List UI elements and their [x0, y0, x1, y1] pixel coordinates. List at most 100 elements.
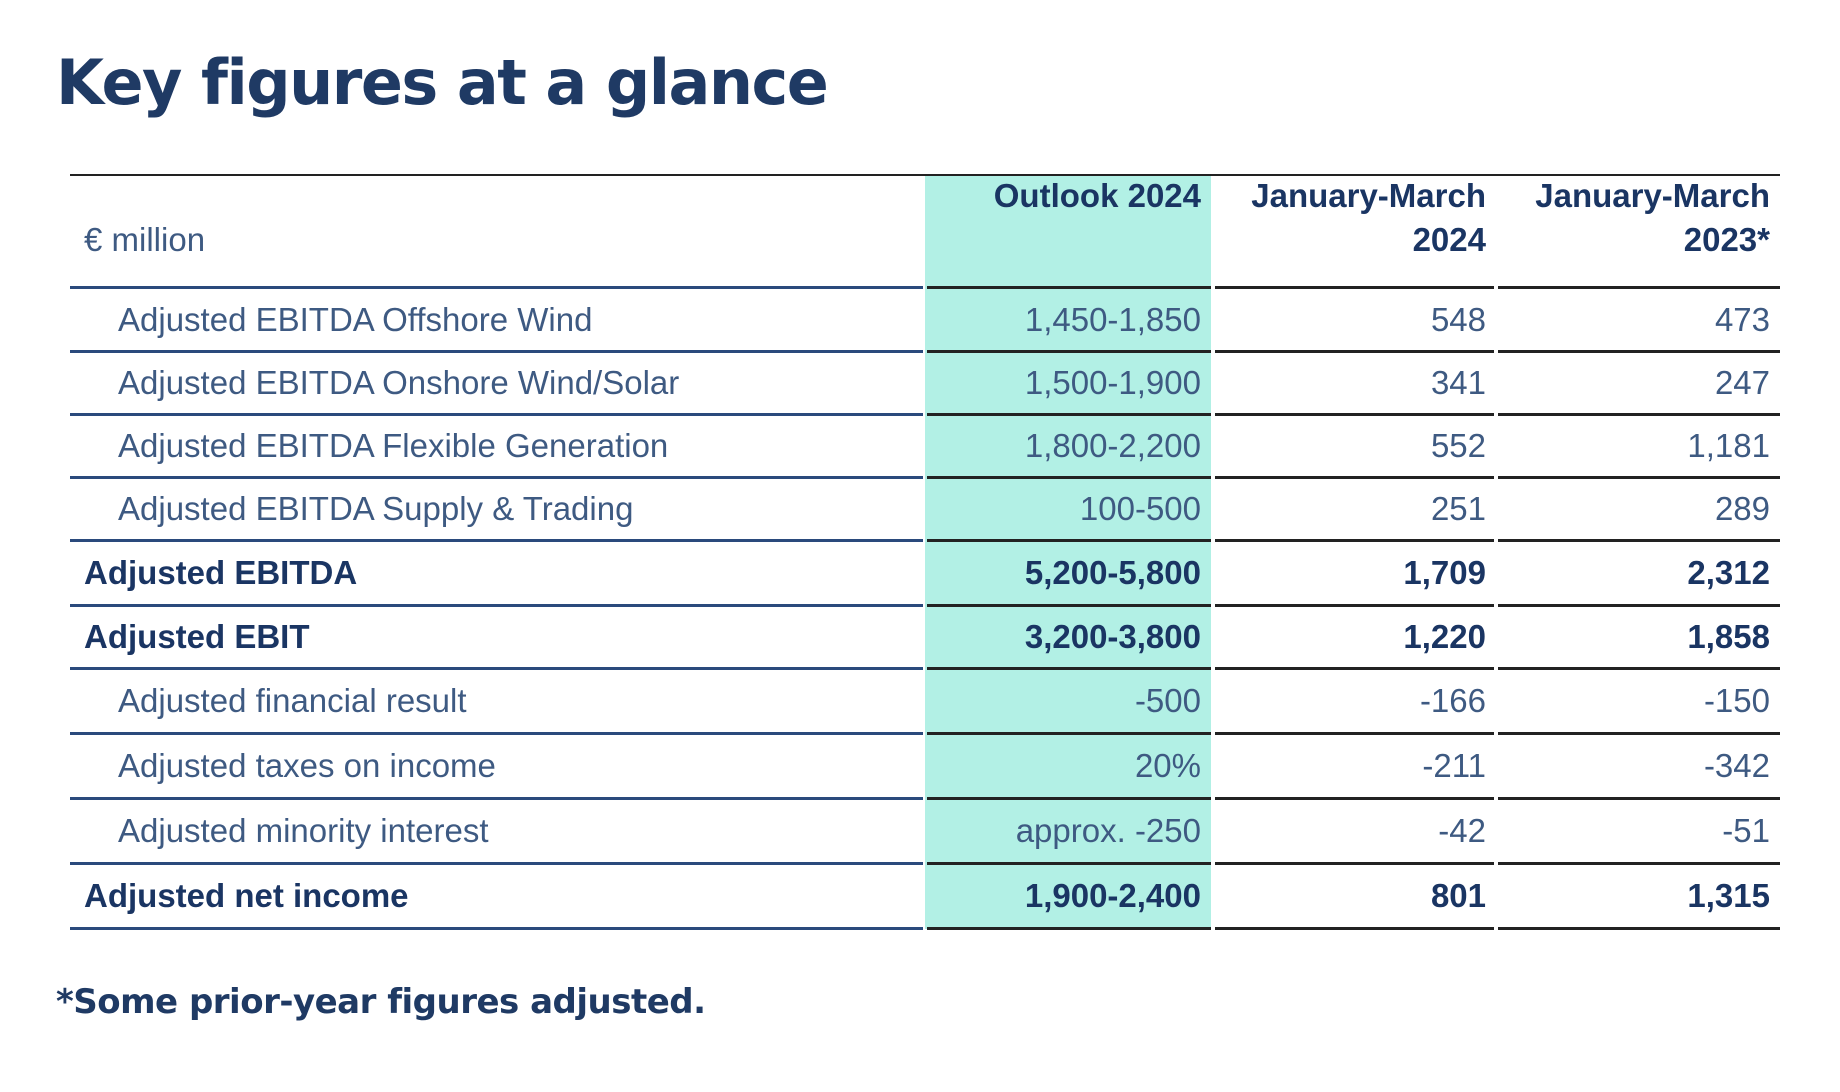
rule-segment [927, 927, 1211, 930]
table-row: Adjusted EBITDA Offshore Wind 1,450-1,850… [70, 288, 1780, 351]
row-label: Adjusted EBITDA [84, 553, 358, 591]
rule-segment [927, 350, 1211, 353]
outlook-column-highlight [925, 176, 1211, 929]
row-label: Adjusted EBITDA Supply & Trading [118, 489, 634, 527]
jan-mar-2024-value: 1,220 [1403, 617, 1486, 655]
row-divider [70, 476, 1780, 479]
row-label: Adjusted EBITDA Flexible Generation [118, 426, 669, 464]
outlook-2024-value: 100-500 [1079, 489, 1201, 527]
row-divider [70, 797, 1780, 800]
jan-mar-2023-value: 1,858 [1687, 617, 1770, 655]
rule-segment [70, 797, 923, 800]
table-header-row: € million Outlook 2024 January-March 202… [70, 174, 1780, 286]
rule-segment [1498, 667, 1780, 670]
rule-segment [70, 413, 923, 416]
outlook-2024-value: approx. -250 [1015, 811, 1201, 849]
table-row: Adjusted EBIT 3,200-3,800 1,220 1,858 [70, 605, 1780, 668]
outlook-2024-value: 1,450-1,850 [1024, 300, 1201, 338]
rule-segment [927, 286, 1211, 289]
jan-mar-2023-value: -51 [1722, 811, 1770, 849]
row-divider [70, 862, 1780, 865]
header-jan-mar-2024: January-March 2024 [1251, 177, 1486, 258]
table-row: Adjusted net income 1,900-2,400 801 1,315 [70, 863, 1780, 928]
rule-segment [1498, 862, 1780, 865]
jan-mar-2023-value: 1,315 [1687, 876, 1770, 914]
table-row: Adjusted taxes on income 20% -211 -342 [70, 733, 1780, 798]
rule-segment [1498, 604, 1780, 607]
rule-segment [927, 539, 1211, 542]
rule-segment [70, 350, 923, 353]
table-row: Adjusted EBITDA Supply & Trading 100-500 2… [70, 477, 1780, 540]
row-label: Adjusted minority interest [118, 811, 489, 849]
rule-segment [70, 667, 923, 670]
rule-segment [1498, 413, 1780, 416]
table-row: Adjusted EBITDA Flexible Generation 1,800… [70, 414, 1780, 477]
outlook-2024-value: 1,800-2,200 [1024, 426, 1201, 464]
rule-segment [1215, 927, 1494, 930]
table-bottom-rule [70, 927, 1780, 930]
rule-segment [70, 862, 923, 865]
row-label: Adjusted EBITDA Onshore Wind/Solar [118, 363, 680, 401]
rule-segment [927, 732, 1211, 735]
rule-segment [70, 732, 923, 735]
rule-segment [1498, 927, 1780, 930]
outlook-2024-value: 1,900-2,400 [1024, 876, 1201, 914]
rule-segment [927, 604, 1211, 607]
footnote: *Some prior-year figures adjusted. [56, 982, 706, 1022]
row-label: Adjusted EBITDA Offshore Wind [118, 300, 593, 338]
unit-label: € million [84, 221, 206, 258]
rule-segment [927, 797, 1211, 800]
jan-mar-2024-value: 801 [1430, 876, 1486, 914]
row-label: Adjusted net income [84, 876, 409, 914]
rule-segment [927, 413, 1211, 416]
outlook-2024-value: 5,200-5,800 [1024, 553, 1201, 591]
rule-segment [1215, 539, 1494, 542]
jan-mar-2023-value: -150 [1703, 681, 1770, 719]
rule-segment [1215, 286, 1494, 289]
outlook-2024-value: 1,500-1,900 [1024, 363, 1201, 401]
table-row: Adjusted minority interest approx. -250 -4… [70, 798, 1780, 863]
table-row: Adjusted EBITDA Onshore Wind/Solar 1,500-… [70, 351, 1780, 414]
outlook-2024-value: 20% [1134, 746, 1201, 784]
rule-segment [927, 667, 1211, 670]
jan-mar-2024-value: -211 [1422, 746, 1486, 784]
rule-segment [70, 927, 923, 930]
table-row: Adjusted financial result -500 -166 -150 [70, 668, 1780, 733]
jan-mar-2023-value: 247 [1714, 363, 1770, 401]
rule-segment [1215, 862, 1494, 865]
rule-segment [1498, 476, 1780, 479]
header-jan-mar-2023: January-March 2023* [1535, 177, 1770, 258]
row-divider [70, 667, 1780, 670]
rule-segment [1498, 286, 1780, 289]
header-outlook-2024: Outlook 2024 [993, 177, 1201, 214]
row-label: Adjusted financial result [118, 681, 467, 719]
jan-mar-2023-value: 473 [1714, 300, 1770, 338]
rule-segment [1215, 732, 1494, 735]
outlook-2024-value: -500 [1134, 681, 1201, 719]
rule-segment [1498, 797, 1780, 800]
rule-segment [1215, 413, 1494, 416]
jan-mar-2023-value: 1,181 [1687, 426, 1770, 464]
row-divider [70, 604, 1780, 607]
table-top-rule [70, 174, 1780, 176]
rule-segment [70, 539, 923, 542]
jan-mar-2024-value: 548 [1430, 300, 1486, 338]
rule-segment [1215, 604, 1494, 607]
jan-mar-2024-value: 341 [1430, 363, 1486, 401]
row-divider [70, 732, 1780, 735]
rule-segment [1215, 476, 1494, 479]
header-bottom-rule [70, 286, 1780, 289]
rule-segment [70, 604, 923, 607]
rule-segment [1215, 667, 1494, 670]
jan-mar-2023-value: 2,312 [1687, 553, 1770, 591]
table-row: Adjusted EBITDA 5,200-5,800 1,709 2,312 [70, 540, 1780, 605]
jan-mar-2024-value: 1,709 [1403, 553, 1486, 591]
page-title: Key figures at a glance [56, 46, 829, 119]
jan-mar-2024-value: 251 [1430, 489, 1486, 527]
jan-mar-2024-value: -166 [1419, 681, 1486, 719]
jan-mar-2023-value: -342 [1703, 746, 1770, 784]
jan-mar-2024-value: -42 [1438, 811, 1486, 849]
row-label: Adjusted EBIT [84, 617, 310, 655]
row-divider [70, 350, 1780, 353]
jan-mar-2024-value: 552 [1430, 426, 1486, 464]
